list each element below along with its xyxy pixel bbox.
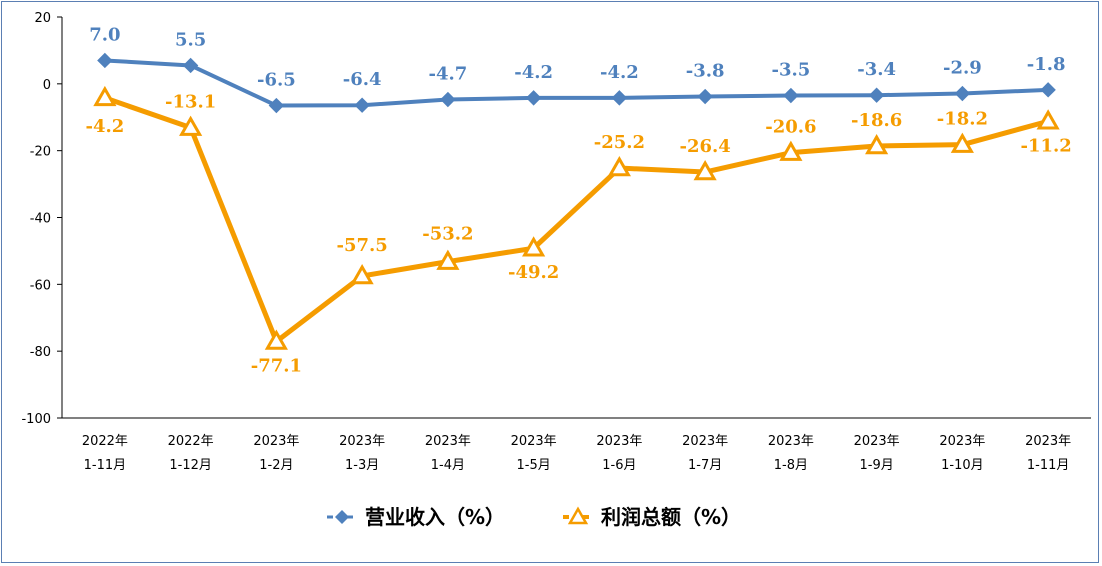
y-tick-label: -80 bbox=[30, 345, 51, 360]
revenue-data-label: -6.4 bbox=[343, 69, 382, 90]
revenue-marker bbox=[354, 97, 370, 113]
x-tick-label-period: 1-4月 bbox=[431, 458, 465, 473]
profit-data-label: -20.6 bbox=[765, 117, 816, 138]
profit-marker bbox=[522, 236, 546, 257]
y-tick-label: 20 bbox=[34, 11, 51, 26]
revenue-data-label: -4.2 bbox=[514, 62, 553, 83]
profit-marker bbox=[607, 156, 631, 177]
revenue-marker bbox=[697, 88, 713, 105]
profit-data-label: -18.2 bbox=[937, 109, 988, 130]
x-tick-label-period: 1-5月 bbox=[517, 458, 551, 473]
x-tick-label-year: 2022年 bbox=[82, 434, 128, 449]
revenue-marker bbox=[611, 90, 628, 106]
y-tick-label: 0 bbox=[43, 78, 51, 93]
profit-data-label: -13.1 bbox=[165, 92, 216, 113]
profit-data-label: -53.2 bbox=[422, 224, 473, 245]
revenue-data-label: -4.7 bbox=[428, 64, 467, 85]
x-tick-label-year: 2023年 bbox=[768, 434, 814, 449]
revenue-marker bbox=[440, 91, 456, 108]
revenue-data-label: -3.8 bbox=[686, 61, 725, 82]
x-tick-label-year: 2023年 bbox=[939, 434, 985, 449]
profit-marker bbox=[779, 140, 803, 161]
revenue-marker bbox=[868, 87, 885, 103]
revenue-marker bbox=[97, 52, 113, 69]
x-tick-label-year: 2023年 bbox=[682, 434, 728, 449]
x-tick-label-year: 2023年 bbox=[253, 434, 299, 449]
profit-marker bbox=[264, 329, 288, 350]
revenue-data-label: -3.5 bbox=[771, 60, 810, 81]
legend-profit-label: 利润总额（%） bbox=[601, 505, 741, 529]
profit-marker bbox=[693, 160, 717, 181]
x-tick-label-period: 1-2月 bbox=[259, 458, 293, 473]
y-tick-label: -20 bbox=[30, 145, 51, 160]
revenue-data-label: -4.2 bbox=[600, 62, 639, 83]
x-tick-label-period: 1-11月 bbox=[84, 458, 127, 473]
x-tick-label-period: 1-9月 bbox=[860, 458, 894, 473]
profit-data-label: -26.4 bbox=[679, 136, 730, 157]
x-tick-label-year: 2023年 bbox=[511, 434, 557, 449]
profit-marker bbox=[350, 263, 374, 285]
profit-marker bbox=[93, 85, 117, 107]
profit-data-label: -18.6 bbox=[851, 110, 902, 131]
revenue-series-line bbox=[104, 58, 1049, 108]
x-tick-label-year: 2023年 bbox=[425, 434, 471, 449]
profit-data-label: -77.1 bbox=[251, 355, 302, 376]
legend-diamond-icon bbox=[335, 510, 349, 524]
x-tick-label-period: 1-6月 bbox=[602, 458, 636, 473]
y-tick-label: -60 bbox=[30, 278, 51, 293]
legend-revenue-label: 营业收入（%） bbox=[365, 505, 505, 529]
revenue-data-label: 7.0 bbox=[89, 24, 120, 45]
legend-triangle-icon bbox=[567, 506, 589, 525]
profit-marker bbox=[436, 249, 460, 270]
x-tick-label-year: 2022年 bbox=[168, 434, 214, 449]
profit-marker bbox=[950, 132, 974, 153]
profit-marker bbox=[865, 133, 889, 155]
revenue-data-label: -1.8 bbox=[1027, 54, 1066, 75]
profit-series-line bbox=[104, 95, 1049, 344]
revenue-data-label: 5.5 bbox=[175, 29, 206, 50]
revenue-marker bbox=[1040, 82, 1056, 98]
x-tick-label-period: 1-3月 bbox=[345, 458, 379, 473]
x-tick-label-period: 1-7月 bbox=[688, 458, 722, 473]
profit-marker bbox=[179, 115, 203, 136]
profit-data-label: -57.5 bbox=[336, 235, 387, 256]
y-tick-label: -40 bbox=[30, 212, 51, 227]
revenue-marker bbox=[525, 90, 542, 106]
revenue-marker bbox=[268, 97, 285, 114]
profit-data-label: -4.2 bbox=[85, 116, 124, 137]
profit-marker bbox=[1036, 109, 1060, 130]
revenue-marker bbox=[182, 57, 199, 74]
profit-data-label: -49.2 bbox=[508, 262, 559, 283]
x-tick-label-year: 2023年 bbox=[596, 434, 642, 449]
revenue-marker bbox=[954, 85, 971, 102]
revenue-marker bbox=[783, 87, 799, 104]
y-tick-label: -100 bbox=[21, 412, 51, 427]
x-tick-label-year: 2023年 bbox=[339, 434, 385, 449]
revenue-data-label: -3.4 bbox=[857, 59, 896, 80]
revenue-data-label: -6.5 bbox=[257, 70, 296, 91]
x-tick-label-year: 2023年 bbox=[1025, 434, 1071, 449]
x-tick-label-period: 1-12月 bbox=[169, 458, 212, 473]
revenue-data-label: -2.9 bbox=[943, 58, 982, 79]
x-tick-label-period: 1-8月 bbox=[774, 458, 808, 473]
x-tick-label-year: 2023年 bbox=[854, 434, 900, 449]
profit-data-label: -11.2 bbox=[1020, 135, 1071, 156]
x-tick-label-period: 1-10月 bbox=[941, 458, 984, 473]
profit-data-label: -25.2 bbox=[594, 132, 645, 153]
x-tick-label-period: 1-11月 bbox=[1027, 458, 1070, 473]
